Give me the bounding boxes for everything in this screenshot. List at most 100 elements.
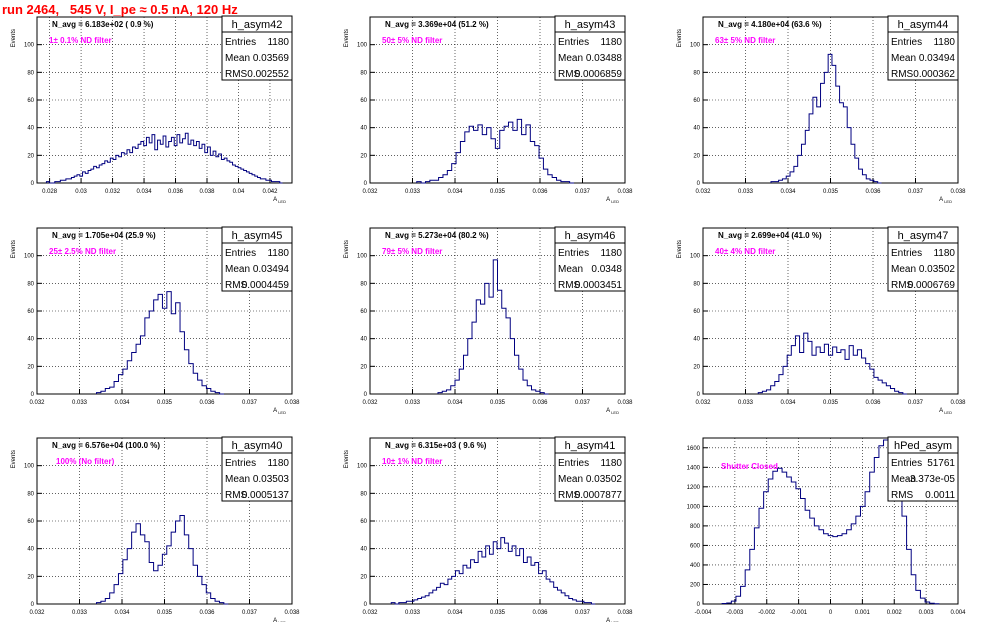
- stats-value: 0.03502: [586, 474, 623, 485]
- y-tick-label: 40: [360, 337, 367, 343]
- y-tick-label: 80: [360, 281, 367, 287]
- stats-key: Mean: [558, 264, 583, 275]
- histogram-series: [770, 53, 882, 184]
- x-tick-label: 0.032: [29, 400, 45, 406]
- y-tick-label: 100: [357, 464, 368, 470]
- x-axis-label: A LED: [606, 408, 619, 415]
- x-tick-label: 0.034: [780, 189, 796, 195]
- stats-key: RMS: [225, 280, 248, 291]
- x-tick-label: 0.038: [617, 610, 633, 616]
- stats-box: [554, 436, 626, 502]
- x-axis-label: A LED: [939, 197, 952, 204]
- x-tick-label: -0.002: [758, 610, 776, 616]
- x-tick-label: 0.002: [887, 610, 903, 616]
- stats-value: 0.0006769: [908, 280, 956, 291]
- stats-value: 1180: [267, 248, 289, 259]
- y-tick-label: 800: [690, 524, 701, 530]
- stats-box: [887, 436, 959, 502]
- y-tick-label: 20: [693, 153, 700, 159]
- stats-key: Mean: [558, 474, 583, 485]
- x-tick-label: 0: [829, 610, 833, 616]
- x-tick-label: 0.036: [168, 189, 184, 195]
- stats-value: 1180: [267, 37, 289, 48]
- stats-key: RMS: [891, 280, 914, 291]
- navg-label: N_avg = 6.183e+02 ( 0.9 %): [52, 20, 154, 29]
- navg-label: N_avg = 6.576e+04 (100.0 %): [52, 441, 160, 450]
- stats-box: [221, 15, 293, 81]
- y-axis-label: Events: [677, 29, 683, 47]
- x-tick-label: 0.033: [738, 400, 754, 406]
- stats-title: h_asym40: [232, 440, 283, 452]
- y-tick-label: 0: [31, 392, 35, 398]
- x-tick-label: 0.033: [72, 400, 88, 406]
- x-tick-label: 0.035: [823, 400, 839, 406]
- x-tick-label: 0.037: [908, 400, 924, 406]
- y-tick-label: 80: [693, 70, 700, 76]
- stats-value: 0.03488: [586, 53, 623, 64]
- y-tick-label: 60: [693, 309, 700, 315]
- stats-value: 0.0003451: [575, 280, 623, 291]
- filter-annotation: 40± 4% ND filter: [715, 247, 775, 256]
- filter-annotation: 1± 0.1% ND filter: [49, 36, 112, 45]
- histogram-series: [96, 514, 229, 605]
- stats-title: h_asym47: [898, 230, 949, 242]
- x-tick-label: 0.032: [695, 189, 711, 195]
- x-tick-label: 0.028: [42, 189, 58, 195]
- y-axis-label: Events: [344, 240, 350, 258]
- x-tick-label: 0.038: [617, 400, 633, 406]
- x-axis-label: A LED: [273, 408, 286, 415]
- x-tick-label: -0.003: [726, 610, 744, 616]
- x-tick-label: 0.035: [157, 610, 173, 616]
- y-tick-label: 0: [364, 181, 368, 187]
- y-tick-label: 40: [693, 337, 700, 343]
- stats-key: RMS: [558, 280, 581, 291]
- page-title: run 2464, 545 V, I_pe ≈ 0.5 nA, 120 Hz: [2, 2, 238, 17]
- x-tick-label: 0.036: [199, 400, 215, 406]
- y-tick-label: 40: [360, 126, 367, 132]
- stats-value: 1180: [933, 248, 955, 259]
- x-tick-label: 0.034: [447, 189, 463, 195]
- y-tick-label: 0: [31, 181, 35, 187]
- x-tick-label: 0.034: [114, 400, 130, 406]
- stats-value: 0.0007877: [575, 490, 623, 501]
- x-tick-label: 0.001: [855, 610, 871, 616]
- stats-box: [554, 15, 626, 81]
- stats-key: RMS: [558, 69, 581, 80]
- y-tick-label: 80: [27, 491, 34, 497]
- stats-key: Entries: [225, 248, 256, 259]
- x-tick-label: 0.037: [908, 189, 924, 195]
- stats-value: 0.0348: [591, 264, 622, 275]
- y-tick-label: 600: [690, 543, 701, 549]
- y-tick-label: 20: [27, 153, 34, 159]
- x-tick-label: 0.033: [738, 189, 754, 195]
- x-tick-label: 0.032: [362, 400, 378, 406]
- filter-annotation: Shutter Closed: [721, 462, 778, 471]
- x-tick-label: 0.038: [950, 400, 966, 406]
- x-tick-label: 0.04: [233, 189, 245, 195]
- x-tick-label: 0.038: [950, 189, 966, 195]
- y-tick-label: 60: [27, 98, 34, 104]
- y-axis-label: Events: [11, 240, 17, 258]
- y-tick-label: 1400: [687, 465, 701, 471]
- filter-annotation: 25± 2.5% ND filter: [49, 247, 116, 256]
- stats-box: [221, 436, 293, 502]
- stats-value: -3.373e-05: [907, 474, 956, 485]
- y-tick-label: 60: [27, 519, 34, 525]
- y-tick-label: 400: [690, 563, 701, 569]
- y-tick-label: 20: [27, 574, 34, 580]
- y-tick-label: 100: [24, 43, 35, 49]
- stats-key: Entries: [558, 37, 589, 48]
- x-tick-label: 0.034: [447, 400, 463, 406]
- stats-value: 0.03569: [253, 53, 290, 64]
- y-tick-label: 1200: [687, 485, 701, 491]
- x-tick-label: 0.033: [405, 610, 421, 616]
- x-axis-label: A LED: [606, 197, 619, 204]
- x-tick-label: 0.036: [865, 189, 881, 195]
- stats-key: Entries: [558, 458, 589, 469]
- y-tick-label: 60: [693, 98, 700, 104]
- y-axis-label: Events: [344, 450, 350, 468]
- x-tick-label: 0.034: [137, 189, 153, 195]
- navg-label: N_avg = 1.705e+04 (25.9 %): [52, 231, 156, 240]
- stats-value: 0.0011: [925, 490, 955, 501]
- stats-value: 0.000362: [913, 69, 955, 80]
